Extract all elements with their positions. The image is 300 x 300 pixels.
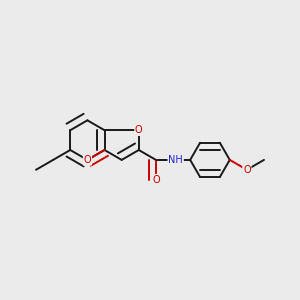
Text: NH: NH [168, 155, 183, 165]
Text: O: O [152, 175, 160, 185]
Text: O: O [84, 155, 91, 165]
Text: O: O [243, 165, 251, 175]
Text: O: O [135, 125, 142, 135]
